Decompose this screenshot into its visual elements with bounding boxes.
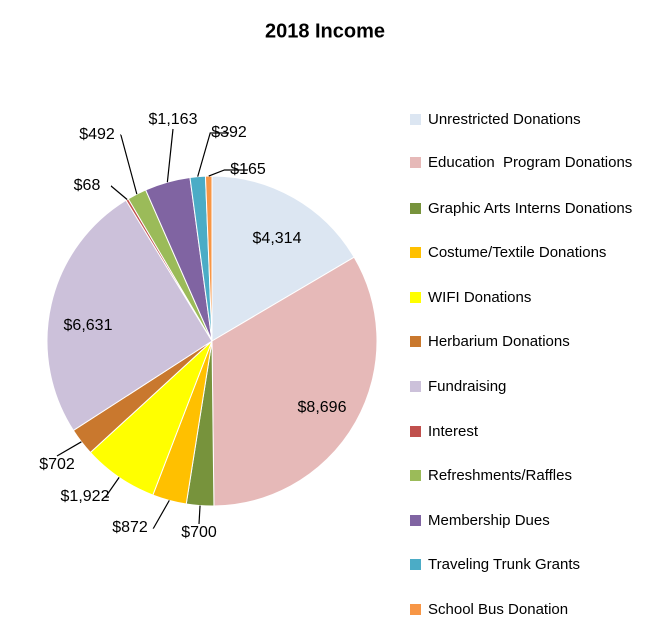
legend-swatch bbox=[410, 559, 421, 570]
legend-label: School Bus Donation bbox=[428, 601, 569, 618]
data-label: $165 bbox=[230, 161, 266, 178]
data-label: $68 bbox=[74, 177, 101, 194]
pie-slice bbox=[46, 199, 213, 432]
legend-swatch bbox=[410, 381, 421, 392]
pie-slice bbox=[211, 256, 378, 507]
legend-swatch bbox=[410, 470, 421, 481]
legend-swatch bbox=[410, 292, 421, 303]
legend-label: Interest bbox=[428, 423, 479, 440]
leader-line bbox=[208, 169, 248, 177]
legend-swatch bbox=[410, 604, 421, 615]
leader-line bbox=[197, 132, 229, 177]
legend-label: Herbarium Donations bbox=[428, 333, 570, 350]
data-label: $4,314 bbox=[253, 230, 302, 247]
legend-label: Traveling Trunk Grants bbox=[428, 556, 580, 573]
data-label: $702 bbox=[39, 456, 75, 473]
leader-line bbox=[56, 441, 82, 457]
legend-swatch bbox=[410, 426, 421, 437]
legend-label: Graphic Arts Interns Donations bbox=[428, 200, 633, 217]
leader-line bbox=[152, 500, 170, 529]
legend-label: Education Program Donations bbox=[428, 154, 633, 171]
data-label: $872 bbox=[112, 519, 148, 536]
pie-slice bbox=[211, 175, 355, 342]
legend-swatch bbox=[410, 114, 421, 125]
legend-swatch bbox=[410, 203, 421, 214]
leader-line bbox=[198, 505, 201, 525]
legend-label: Refreshments/Raffles bbox=[428, 467, 572, 484]
data-label: $1,922 bbox=[61, 488, 110, 505]
legend-label: WIFI Donations bbox=[428, 289, 532, 306]
legend-swatch bbox=[410, 247, 421, 258]
data-label: $492 bbox=[79, 126, 115, 143]
chart-title: 2018 Income bbox=[265, 20, 385, 42]
legend-label: Costume/Textile Donations bbox=[428, 244, 607, 261]
data-label: $392 bbox=[211, 124, 247, 141]
data-label: $6,631 bbox=[64, 317, 113, 334]
legend-label: Fundraising bbox=[428, 378, 507, 395]
leader-line bbox=[104, 477, 120, 498]
legend-label: Unrestricted Donations bbox=[428, 111, 581, 128]
legend-swatch bbox=[410, 515, 421, 526]
legend-label: Membership Dues bbox=[428, 512, 550, 529]
leader-line bbox=[166, 128, 174, 183]
legend-swatch bbox=[410, 336, 421, 347]
leader-line bbox=[120, 134, 138, 195]
data-label: $8,696 bbox=[298, 399, 347, 416]
leader-line bbox=[110, 185, 128, 200]
data-label: $1,163 bbox=[149, 111, 198, 128]
data-label: $700 bbox=[181, 524, 217, 541]
legend-swatch bbox=[410, 157, 421, 168]
